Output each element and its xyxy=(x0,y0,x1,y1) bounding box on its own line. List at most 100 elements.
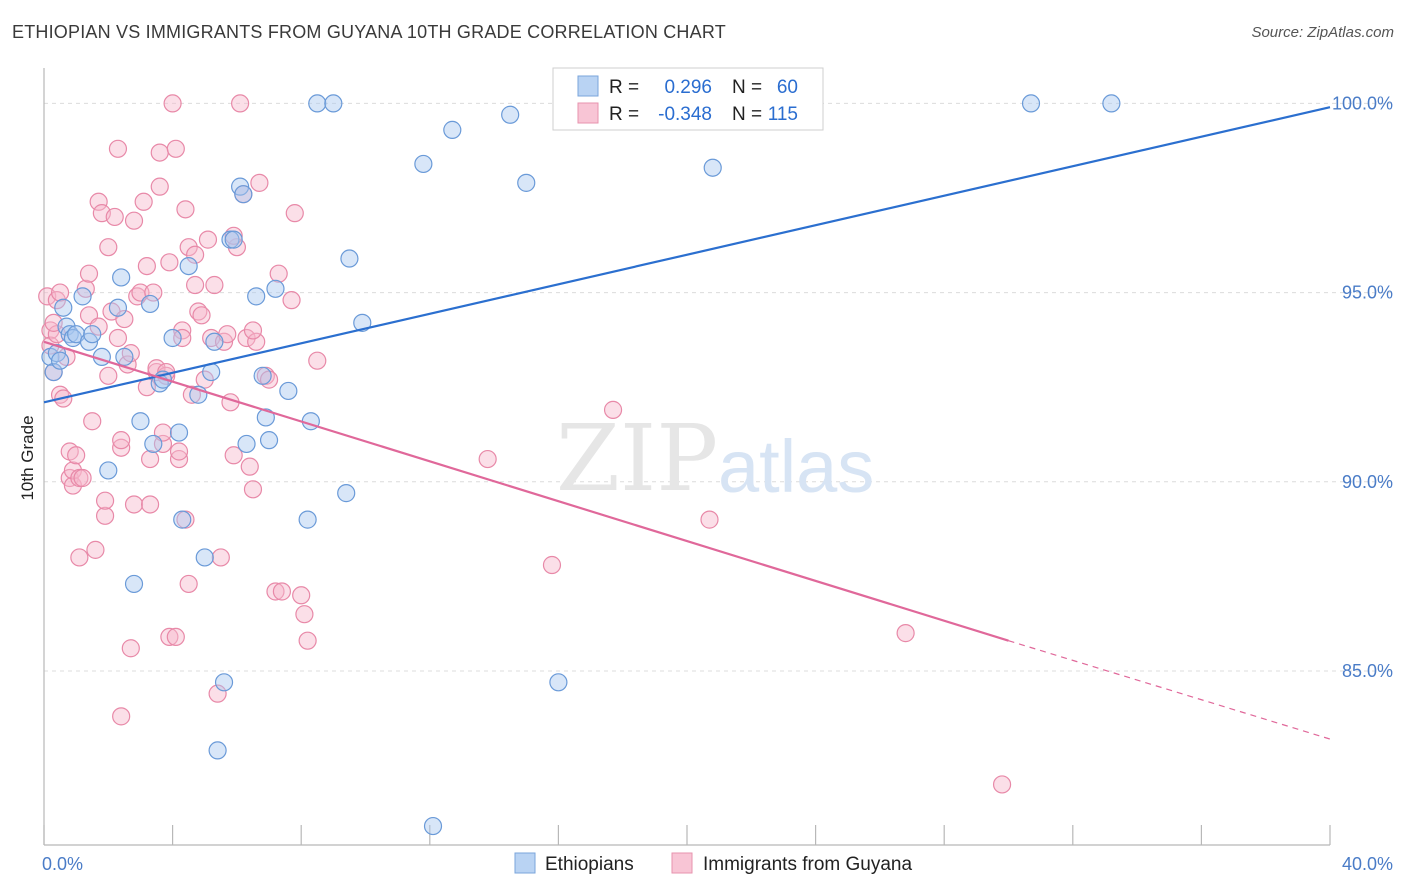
ethiopians-point xyxy=(208,741,227,760)
guyana-point xyxy=(73,468,92,488)
x-tick-label: 40.0% xyxy=(1342,854,1393,874)
ethiopians-point xyxy=(83,325,102,344)
guyana-point xyxy=(896,624,915,643)
legend-guyana-swatch xyxy=(577,102,599,124)
guyana-point xyxy=(186,275,205,295)
guyana-point xyxy=(160,253,179,272)
trend-lines xyxy=(43,106,1331,740)
guyana-point xyxy=(292,586,311,605)
guyana-point xyxy=(182,385,201,404)
bottom-legend-ethiopians-swatch xyxy=(514,852,536,874)
y-tick-labels: 100.0% 95.0% 90.0% 85.0% xyxy=(1332,93,1393,681)
legend-ethiopians-swatch xyxy=(577,75,599,97)
ethiopians-point xyxy=(353,313,372,332)
guyana-trend-line xyxy=(43,340,1009,642)
guyana-point xyxy=(186,245,205,264)
guyana-point xyxy=(124,211,144,230)
ethiopians-point xyxy=(237,434,256,454)
legend-n-label-1: N = xyxy=(732,77,762,98)
watermark: ZIP atlas xyxy=(556,405,874,512)
guyana-point xyxy=(160,627,179,646)
guyana-point xyxy=(298,631,317,650)
guyana-point xyxy=(150,143,169,162)
guyana-point xyxy=(250,173,269,192)
legend-ethiopians-r: 0.296 xyxy=(664,77,712,98)
ethiopians-point xyxy=(131,412,150,431)
guyana-point xyxy=(992,775,1012,794)
ethiopians-point xyxy=(124,574,144,594)
ethiopians-point xyxy=(340,249,359,268)
bottom-legend-ethiopians-label: Ethiopians xyxy=(545,854,634,875)
bottom-legend-guyana-label: Immigrants from Guyana xyxy=(703,854,912,875)
guyana-point xyxy=(266,582,285,601)
guyana-point xyxy=(269,264,288,283)
ethiopians-point xyxy=(195,548,214,567)
ethiopians-point xyxy=(1021,94,1041,113)
y-axis-label: 10th Grade xyxy=(18,415,37,500)
guyana-point xyxy=(198,230,218,249)
ethiopians-point xyxy=(414,154,433,174)
ethiopians-point xyxy=(1102,94,1121,113)
guyana-point xyxy=(166,627,185,646)
guyana-point xyxy=(83,412,102,431)
guyana-point xyxy=(231,94,250,113)
stats-legend: R = 0.296 N = 60 R = -0.348 N = 115 xyxy=(552,67,824,131)
legend-guyana-r: -0.348 xyxy=(658,104,712,125)
series-guyana-points xyxy=(38,94,1012,794)
guyana-point xyxy=(478,449,497,469)
x-tick-label: 0.0% xyxy=(42,854,83,874)
guyana-point xyxy=(89,317,108,336)
guyana-point xyxy=(224,446,243,465)
legend-r-label-2: R = xyxy=(609,104,639,125)
guyana-point xyxy=(99,238,118,257)
guyana-point xyxy=(308,351,327,370)
ethiopians-point xyxy=(253,366,272,385)
ethiopians-trend-line xyxy=(43,106,1331,404)
guyana-point xyxy=(108,328,128,348)
ethiopians-point xyxy=(54,298,73,317)
y-tick-label: 100.0% xyxy=(1332,93,1393,113)
ethiopians-point xyxy=(179,257,198,276)
ethiopians-point xyxy=(108,298,128,317)
guyana-point xyxy=(86,540,105,559)
guyana-point xyxy=(63,476,83,495)
guyana-point xyxy=(144,283,163,302)
guyana-point xyxy=(179,238,198,257)
guyana-point xyxy=(163,94,182,113)
guyana-point xyxy=(169,442,189,461)
guyana-point xyxy=(192,306,211,325)
guyana-point xyxy=(108,139,128,158)
watermark-zip: ZIP xyxy=(556,405,718,512)
guyana-point xyxy=(195,370,214,389)
ethiopians-point xyxy=(549,673,568,692)
ethiopians-point xyxy=(224,230,243,249)
ethiopians-point xyxy=(308,94,327,113)
guyana-point xyxy=(112,707,131,726)
guyana-point xyxy=(150,177,169,196)
guyana-point xyxy=(124,495,144,514)
guyana-point xyxy=(243,321,263,340)
guyana-point xyxy=(137,257,156,276)
series-ethiopians-points xyxy=(41,94,1121,836)
ethiopians-point xyxy=(144,434,163,454)
series-legend: Ethiopians Immigrants from Guyana xyxy=(514,852,912,875)
guyana-point xyxy=(603,400,623,419)
ethiopians-point xyxy=(259,431,279,450)
guyana-point xyxy=(173,328,192,348)
guyana-point xyxy=(166,139,185,158)
ethiopians-point xyxy=(247,287,266,306)
legend-ethiopians-n: 60 xyxy=(777,77,798,98)
guyana-point xyxy=(179,574,198,594)
guyana-point xyxy=(99,366,118,385)
ethiopians-point xyxy=(140,294,160,314)
guyana-point xyxy=(67,446,86,465)
source-credit: Source: ZipAtlas.com xyxy=(1251,24,1394,41)
guyana-point xyxy=(169,449,189,469)
guyana-point xyxy=(700,510,719,529)
ethiopians-point xyxy=(214,673,234,692)
guyana-trend-line-extension xyxy=(1008,640,1331,740)
ethiopians-point xyxy=(163,328,182,348)
ethiopians-point xyxy=(173,510,192,529)
ethiopians-point xyxy=(256,408,275,427)
ethiopians-point xyxy=(169,423,189,442)
